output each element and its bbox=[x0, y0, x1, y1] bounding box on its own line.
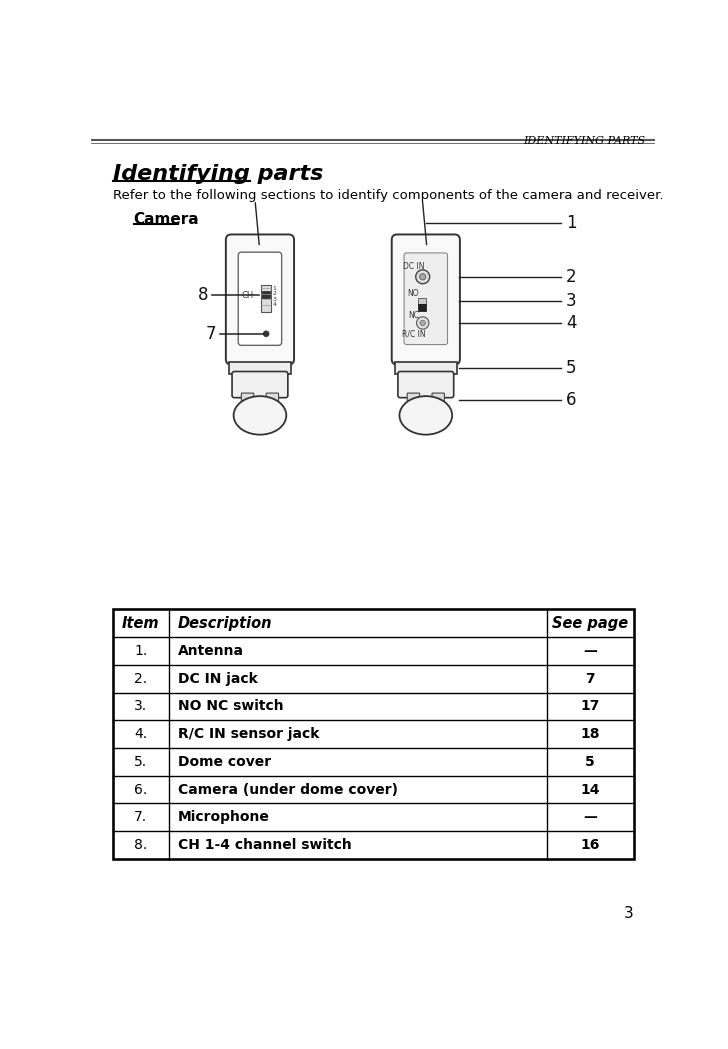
Text: 14: 14 bbox=[580, 783, 600, 796]
Text: 8.: 8. bbox=[134, 838, 147, 852]
Text: IDENTIFYING PARTS: IDENTIFYING PARTS bbox=[523, 136, 645, 146]
Text: CH: CH bbox=[242, 291, 253, 300]
Text: 3: 3 bbox=[272, 297, 277, 302]
Circle shape bbox=[416, 317, 429, 329]
Text: R/C IN: R/C IN bbox=[402, 329, 425, 338]
FancyBboxPatch shape bbox=[242, 393, 254, 403]
FancyBboxPatch shape bbox=[398, 371, 454, 398]
Text: 3: 3 bbox=[624, 905, 633, 921]
Bar bbox=[261, 284, 271, 313]
FancyBboxPatch shape bbox=[238, 252, 282, 345]
Text: Camera (under dome cover): Camera (under dome cover) bbox=[178, 783, 397, 796]
FancyBboxPatch shape bbox=[407, 393, 419, 403]
Bar bbox=[395, 362, 456, 373]
Circle shape bbox=[419, 274, 426, 280]
Text: 7: 7 bbox=[585, 671, 595, 686]
Text: 5: 5 bbox=[585, 755, 595, 769]
Text: Dome cover: Dome cover bbox=[178, 755, 271, 769]
Text: Description: Description bbox=[178, 616, 272, 630]
Text: NO: NO bbox=[408, 290, 419, 298]
Text: 1: 1 bbox=[566, 214, 577, 232]
FancyBboxPatch shape bbox=[432, 393, 444, 403]
Ellipse shape bbox=[234, 397, 286, 434]
Text: 1.: 1. bbox=[134, 644, 147, 658]
Text: 6: 6 bbox=[566, 391, 577, 409]
Text: —: — bbox=[583, 644, 597, 658]
Text: 5: 5 bbox=[566, 359, 577, 377]
Text: 4: 4 bbox=[566, 314, 577, 331]
Ellipse shape bbox=[400, 397, 452, 434]
Text: Microphone: Microphone bbox=[178, 810, 269, 825]
Text: NC: NC bbox=[408, 311, 419, 320]
FancyBboxPatch shape bbox=[266, 393, 279, 403]
Text: 3.: 3. bbox=[134, 700, 147, 713]
Text: NO NC switch: NO NC switch bbox=[178, 700, 283, 713]
Text: —: — bbox=[583, 810, 597, 825]
Text: 18: 18 bbox=[580, 727, 600, 742]
Text: Identifying parts: Identifying parts bbox=[113, 165, 323, 185]
Bar bbox=[261, 292, 270, 298]
Text: 8: 8 bbox=[198, 286, 209, 304]
Text: 2.: 2. bbox=[134, 671, 147, 686]
Text: 4: 4 bbox=[272, 302, 277, 307]
Text: 7: 7 bbox=[206, 325, 216, 343]
Circle shape bbox=[416, 270, 430, 283]
Text: 5.: 5. bbox=[134, 755, 147, 769]
Circle shape bbox=[420, 320, 425, 325]
Text: 3: 3 bbox=[566, 293, 577, 311]
Text: 2: 2 bbox=[272, 292, 277, 296]
Text: 6.: 6. bbox=[134, 783, 147, 796]
FancyBboxPatch shape bbox=[226, 234, 294, 365]
Text: R/C IN sensor jack: R/C IN sensor jack bbox=[178, 727, 319, 742]
FancyBboxPatch shape bbox=[404, 253, 448, 344]
Text: 16: 16 bbox=[580, 838, 600, 852]
Bar bbox=[229, 362, 291, 373]
Bar bbox=[418, 304, 426, 311]
Text: 17: 17 bbox=[580, 700, 600, 713]
Text: DC IN: DC IN bbox=[403, 261, 424, 271]
Text: 7.: 7. bbox=[134, 810, 147, 825]
Bar bbox=[418, 298, 426, 304]
Text: Refer to the following sections to identify components of the camera and receive: Refer to the following sections to ident… bbox=[113, 189, 663, 202]
Text: DC IN jack: DC IN jack bbox=[178, 671, 258, 686]
Text: Antenna: Antenna bbox=[178, 644, 244, 658]
Bar bbox=[113, 609, 633, 859]
Text: 4.: 4. bbox=[134, 727, 147, 742]
Text: CH 1-4 channel switch: CH 1-4 channel switch bbox=[178, 838, 352, 852]
Text: Camera: Camera bbox=[134, 212, 199, 228]
Text: 2: 2 bbox=[566, 267, 577, 285]
Text: Item: Item bbox=[122, 616, 159, 630]
Circle shape bbox=[264, 331, 269, 337]
Text: See page: See page bbox=[552, 616, 628, 630]
FancyBboxPatch shape bbox=[392, 234, 460, 365]
Text: 1: 1 bbox=[272, 285, 276, 291]
FancyBboxPatch shape bbox=[232, 371, 288, 398]
